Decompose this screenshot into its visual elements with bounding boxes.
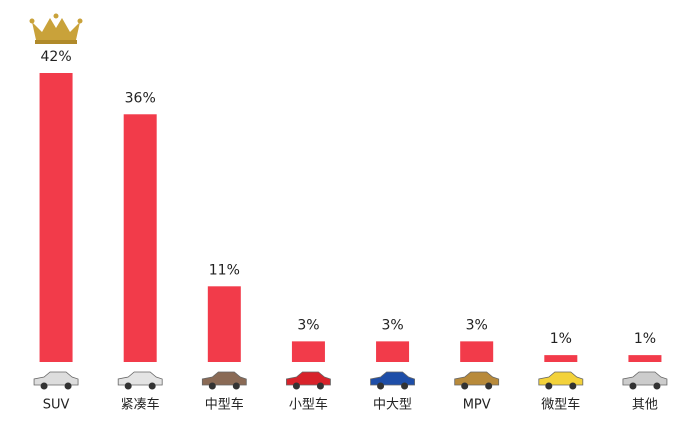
car-icon	[286, 371, 331, 390]
car-body	[33, 371, 79, 386]
wheel	[40, 382, 48, 390]
car-icon	[538, 371, 584, 390]
wheel	[629, 382, 637, 390]
wheel	[485, 382, 493, 390]
car-body	[538, 371, 584, 386]
value-label: 1%	[634, 331, 656, 347]
bar	[376, 341, 410, 362]
wheel	[461, 382, 469, 390]
wheel	[208, 382, 216, 390]
category-label: 中型车	[205, 397, 244, 413]
category-label: 其他	[632, 398, 658, 413]
value-label: 42%	[41, 49, 72, 65]
wheel	[64, 382, 72, 390]
value-label: 36%	[125, 90, 156, 106]
wheel	[545, 382, 553, 390]
value-label: 11%	[209, 262, 240, 278]
wheel	[316, 382, 324, 390]
category-label: 微型车	[541, 397, 580, 413]
wheel	[401, 382, 409, 390]
category-label: 小型车	[289, 397, 328, 413]
value-label: 3%	[297, 317, 319, 333]
value-label: 1%	[550, 331, 572, 347]
bar	[460, 341, 494, 362]
car-body	[622, 371, 668, 386]
car-icon	[117, 371, 163, 390]
wheel	[292, 382, 300, 390]
car-body	[286, 371, 331, 386]
car-icon	[370, 371, 415, 390]
car-body	[201, 371, 247, 386]
value-label: 3%	[466, 317, 488, 333]
wheel	[148, 382, 156, 390]
wheel	[232, 382, 240, 390]
bar	[628, 355, 662, 362]
category-label: SUV	[43, 398, 70, 413]
bar	[544, 355, 578, 362]
wheel	[124, 382, 132, 390]
bar	[291, 341, 325, 362]
car-body	[370, 371, 415, 386]
wheel	[377, 382, 385, 390]
car-body	[117, 371, 163, 386]
car-body	[454, 371, 500, 386]
crown-icon	[29, 13, 83, 44]
wheel	[653, 382, 661, 390]
car-icon	[622, 371, 668, 390]
bar	[207, 286, 241, 362]
value-label: 3%	[381, 317, 403, 333]
category-label: MPV	[463, 398, 491, 413]
car-icon	[33, 371, 79, 390]
car-icon	[201, 371, 247, 390]
bar	[39, 73, 73, 362]
wheel	[569, 382, 577, 390]
car-icons	[33, 371, 668, 390]
car-icon	[454, 371, 500, 390]
category-label: 紧凑车	[121, 397, 160, 413]
category-label: 中大型	[373, 398, 412, 413]
bar	[123, 114, 157, 363]
